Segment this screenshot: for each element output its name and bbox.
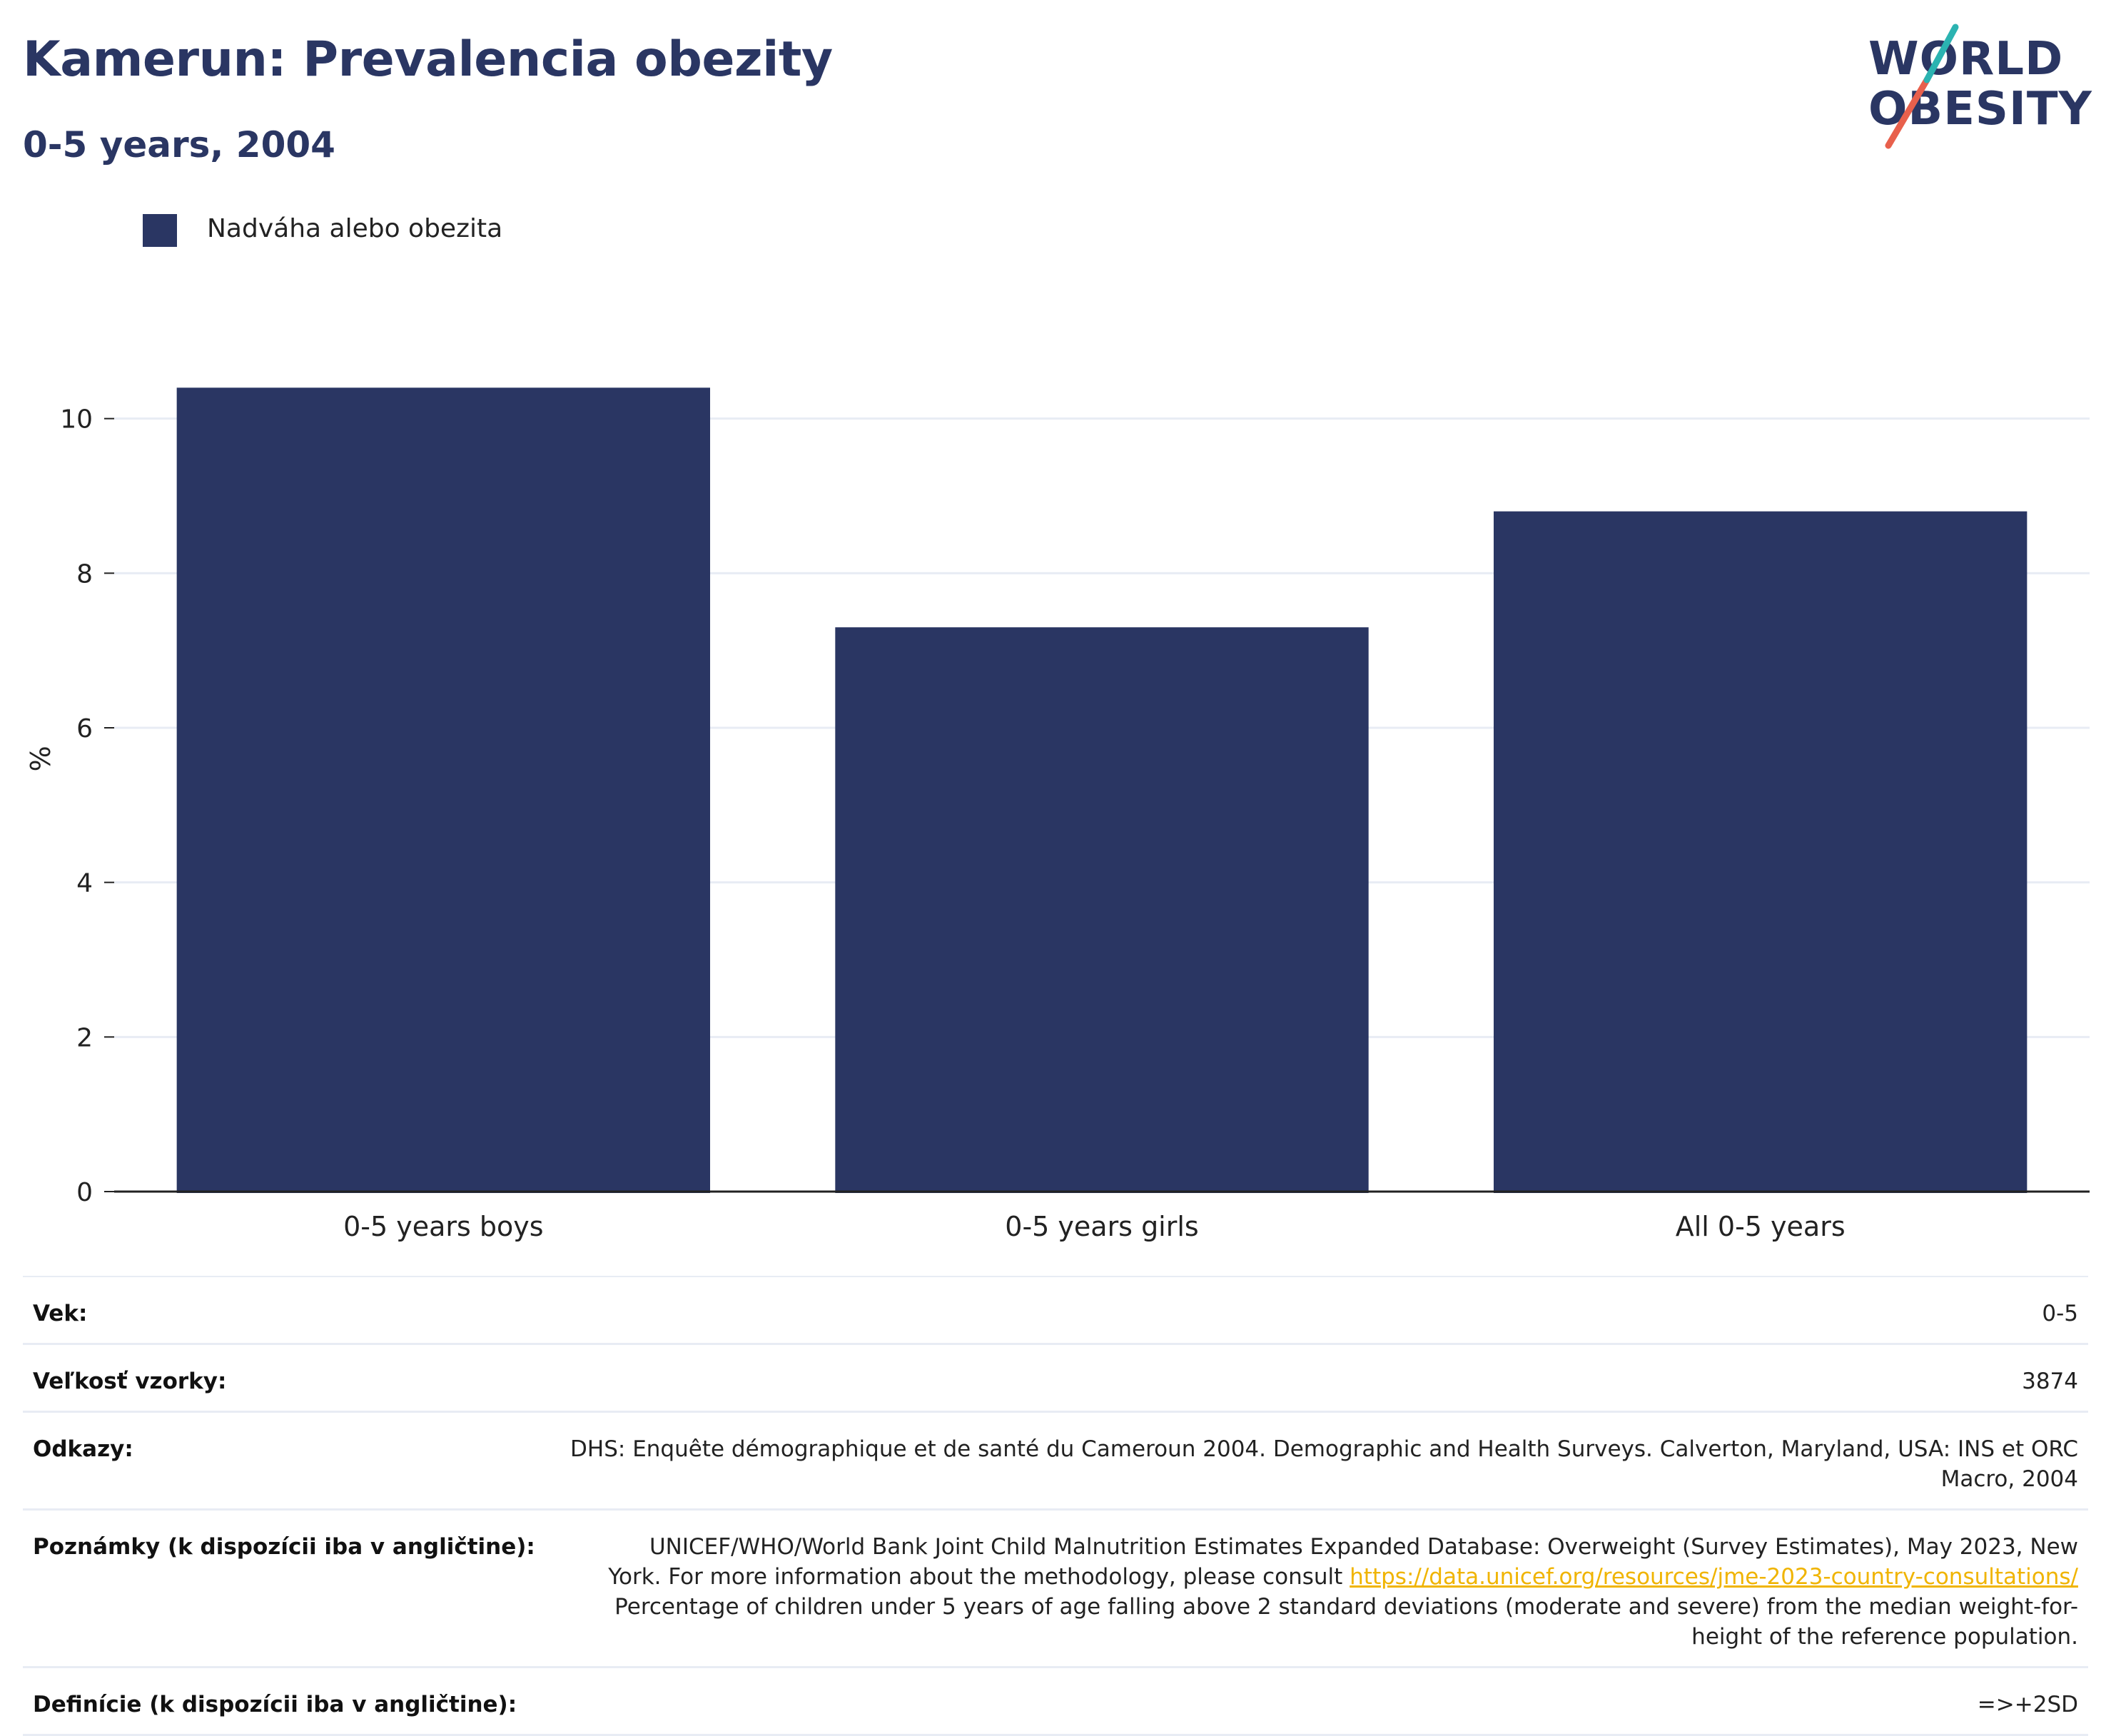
info-row-references: Odkazy: DHS: Enquête démographique et de… bbox=[23, 1413, 2088, 1511]
y-tick-label: 6 bbox=[76, 714, 93, 743]
y-tick-label: 0 bbox=[76, 1178, 93, 1207]
info-value: 0-5 bbox=[2042, 1301, 2078, 1326]
world-obesity-logo: WORLD OBESITY bbox=[1856, 20, 2098, 156]
info-row-definitions: Definície (k dispozícii iba v angličtine… bbox=[23, 1668, 2088, 1736]
logo-word-world: WORLD bbox=[1868, 33, 2064, 86]
info-key: Veľkosť vzorky: bbox=[33, 1369, 227, 1394]
info-value: =>+2SD bbox=[1977, 1692, 2078, 1717]
info-row-notes: Poznámky (k dispozícii iba v angličtine)… bbox=[23, 1511, 2088, 1668]
info-key: Odkazy: bbox=[33, 1436, 133, 1462]
y-tick-label: 8 bbox=[76, 559, 93, 589]
y-tick-label: 2 bbox=[76, 1023, 93, 1052]
logo-slash-icon bbox=[1885, 24, 1959, 149]
metadata-table: Vek: 0-5 Veľkosť vzorky: 3874 Odkazy: DH… bbox=[23, 1276, 2088, 1736]
bar bbox=[835, 627, 1369, 1193]
notes-text-pre: UNICEF/WHO/World Bank Joint Child Malnut… bbox=[608, 1534, 2078, 1590]
x-tick-label: 0-5 years girls bbox=[1005, 1211, 1198, 1242]
notes-link[interactable]: https://data.unicef.org/resources/jme-20… bbox=[1350, 1564, 2078, 1590]
bar bbox=[176, 387, 711, 1194]
y-tick-label: 4 bbox=[76, 869, 93, 898]
logo-word-obesity: OBESITY bbox=[1868, 83, 2092, 136]
y-tick-label: 10 bbox=[60, 405, 93, 435]
chart-title: Kamerun: Prevalencia obezity bbox=[23, 31, 833, 88]
info-value: DHS: Enquête démographique et de santé d… bbox=[570, 1436, 2078, 1492]
chart-subtitle: 0-5 years, 2004 bbox=[23, 124, 335, 166]
bar-chart: 0 2 4 6 8 10% 0-5 years boys 0-5 years girls All… bbox=[25, 387, 2090, 1242]
notes-text-post: Percentage of children under 5 years of … bbox=[614, 1594, 2078, 1650]
bar bbox=[1493, 511, 2028, 1193]
info-key: Definície (k dispozícii iba v angličtine… bbox=[33, 1692, 517, 1717]
info-key: Poznámky (k dispozícii iba v angličtine)… bbox=[33, 1534, 535, 1560]
info-value: UNICEF/WHO/World Bank Joint Child Malnut… bbox=[592, 1532, 2078, 1652]
info-key: Vek: bbox=[33, 1301, 88, 1326]
y-axis-title: % bbox=[25, 746, 56, 771]
info-row-age: Vek: 0-5 bbox=[23, 1277, 2088, 1345]
info-value: 3874 bbox=[2022, 1369, 2078, 1394]
legend-label: Nadváha alebo obezita bbox=[207, 214, 503, 243]
info-row-sample-size: Veľkosť vzorky: 3874 bbox=[23, 1345, 2088, 1413]
x-tick-label: All 0-5 years bbox=[1676, 1211, 1846, 1242]
x-tick-label: 0-5 years boys bbox=[343, 1211, 543, 1242]
legend-swatch bbox=[143, 214, 177, 247]
